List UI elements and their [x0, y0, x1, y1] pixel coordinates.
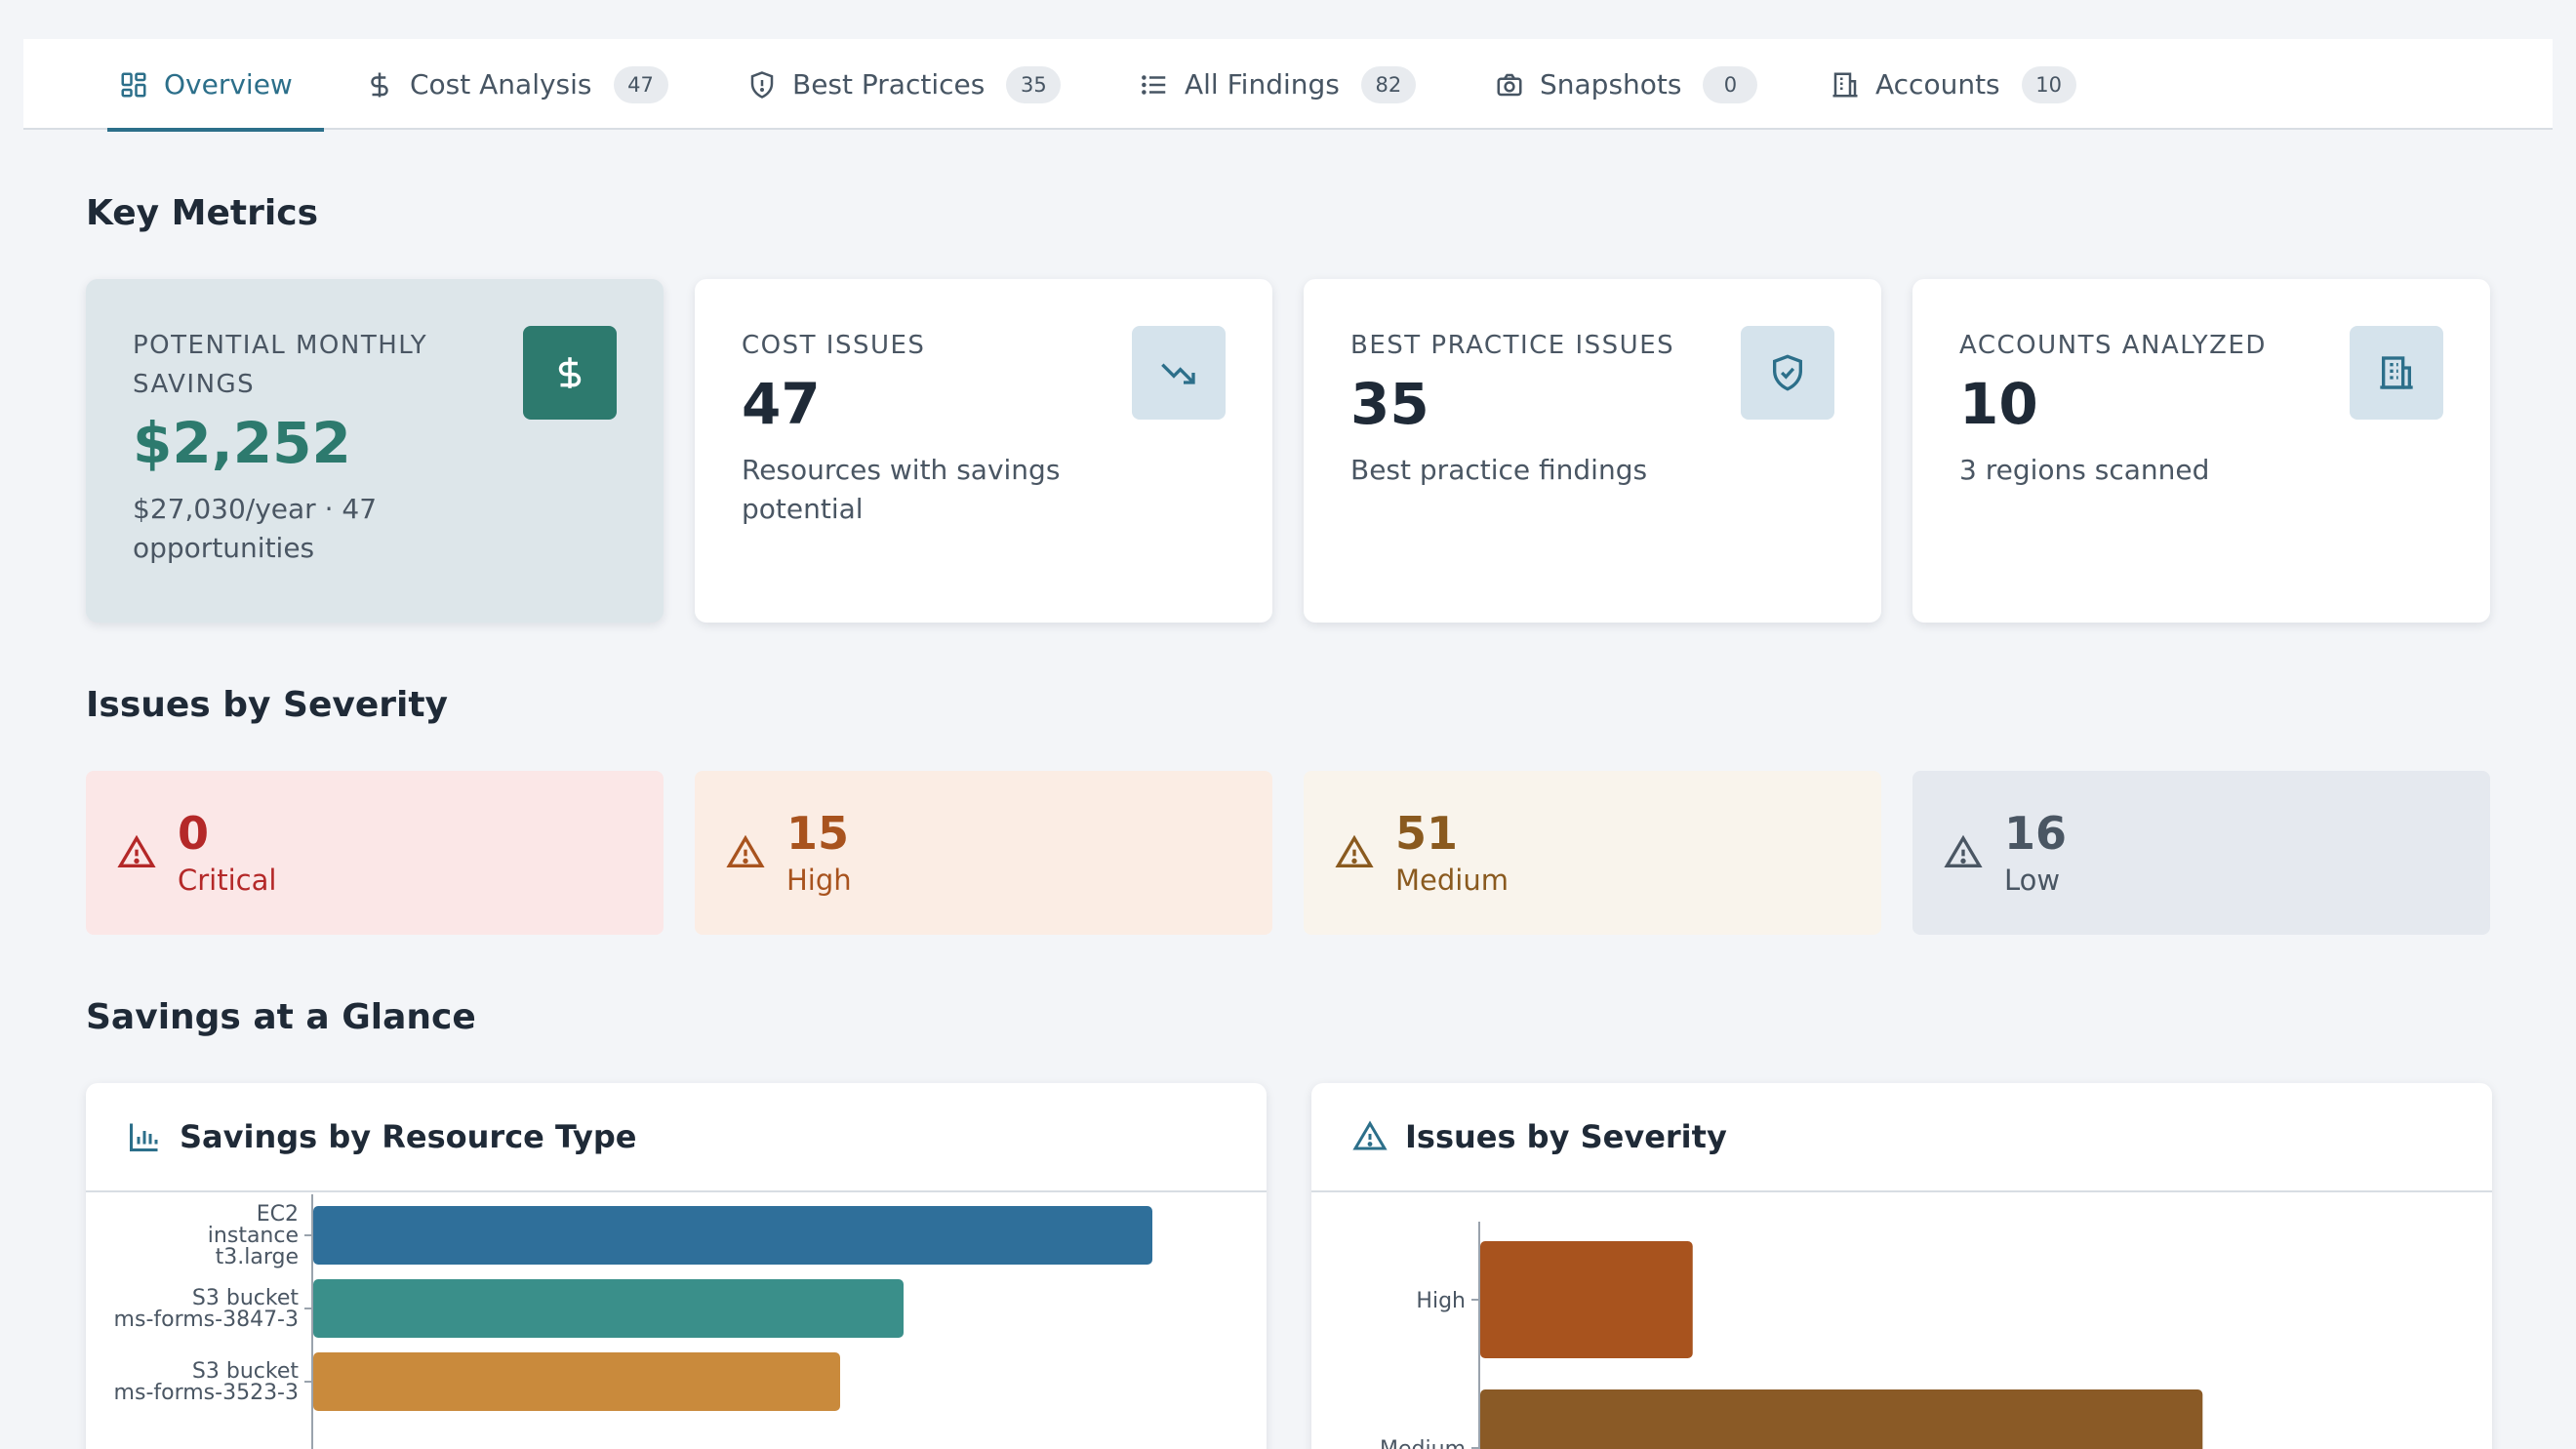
tab-overview[interactable]: Overview [107, 39, 324, 132]
metric-label: ACCOUNTS ANALYZED [1959, 331, 2267, 360]
warning-icon [724, 831, 767, 874]
tab-badge: 35 [1006, 65, 1062, 103]
warning-icon [115, 831, 158, 874]
metric-card-savings: POTENTIAL MONTHLY SAVINGS $2,252 $27,030… [86, 279, 664, 623]
panel-savings-by-resource-type: Savings by Resource Type EC2 instance t3.l… [86, 1083, 1267, 1449]
severity-card-critical[interactable]: 0 Critical [86, 771, 664, 935]
severity-card-high[interactable]: 15 High [695, 771, 1272, 935]
tab-label: Cost Analysis [410, 68, 592, 101]
trending-down-icon [1132, 326, 1226, 420]
severity-card-medium[interactable]: 51 Medium [1304, 771, 1881, 935]
tab-badge: 47 [613, 65, 668, 103]
tab-label: Accounts [1875, 68, 2000, 101]
tab-snapshots[interactable]: Snapshots 0 [1493, 39, 1758, 130]
panel-title: Savings by Resource Type [180, 1118, 637, 1155]
dollar-icon [363, 68, 396, 101]
metric-value: 35 [1350, 371, 1429, 437]
dashboard-icon [117, 68, 150, 101]
tick-label: EC2 [257, 1202, 299, 1227]
tab-accounts[interactable]: Accounts 10 [1829, 39, 2076, 130]
panel-issues-by-severity: Issues by Severity High Medium [1311, 1083, 2492, 1449]
warning-icon [1350, 1117, 1389, 1156]
severity-label: High [786, 864, 852, 897]
severity-bar-chart: High Medium [1380, 1222, 2203, 1449]
tab-badge: 0 [1703, 65, 1758, 103]
severity-card-low[interactable]: 16 Low [1912, 771, 2490, 935]
section-title-key-metrics: Key Metrics [86, 193, 318, 233]
shield-icon [745, 68, 779, 101]
warning-icon [1333, 831, 1376, 874]
tab-label: Overview [164, 68, 293, 101]
metric-label: COST ISSUES [742, 331, 926, 360]
section-title-savings-glance: Savings at a Glance [86, 997, 476, 1037]
tick-label: S3 bucket [192, 1286, 299, 1310]
bar [313, 1279, 904, 1338]
tab-best-practices[interactable]: Best Practices 35 [745, 39, 1062, 130]
bar [1480, 1241, 1693, 1358]
metric-subtext: Resources with savings potential [742, 454, 1061, 525]
metric-value: $2,252 [133, 410, 351, 476]
tick-label: ms-forms-3523-3 [114, 1381, 299, 1405]
tab-label: Snapshots [1540, 68, 1682, 101]
tab-bar: Overview Cost Analysis 47 Best Practices… [23, 39, 2553, 132]
metric-subtext: 3 regions scanned [1959, 454, 2210, 486]
bar [313, 1206, 1152, 1265]
bar-chart-icon [125, 1117, 164, 1156]
tab-label: All Findings [1185, 68, 1340, 101]
tab-all-findings[interactable]: All Findings 82 [1138, 39, 1416, 130]
tick-label: ms-forms-3847-3 [114, 1308, 299, 1332]
bar [1480, 1389, 2203, 1449]
severity-label: Critical [178, 864, 277, 897]
shield-check-icon [1741, 326, 1834, 420]
severity-label: Low [2004, 864, 2061, 897]
tick-label: Medium [1380, 1437, 1466, 1449]
severity-count: 0 [178, 807, 210, 860]
metric-card-cost-issues: COST ISSUES 47 Resources with savings po… [695, 279, 1272, 623]
metric-value: 10 [1959, 371, 2038, 437]
tab-cost-analysis[interactable]: Cost Analysis 47 [363, 39, 668, 130]
tick-label: High [1416, 1289, 1466, 1313]
severity-count: 51 [1395, 807, 1459, 860]
metric-label: BEST PRACTICE ISSUES [1350, 331, 1675, 360]
list-icon [1138, 68, 1171, 101]
severity-label: Medium [1395, 864, 1509, 897]
tab-badge: 82 [1360, 65, 1416, 103]
warning-icon [1942, 831, 1985, 874]
building-icon [2350, 326, 2443, 420]
metric-subtext: $27,030/year · 47 opportunities [133, 493, 378, 564]
severity-count: 15 [786, 807, 850, 860]
panel-header: Issues by Severity [1311, 1083, 2492, 1192]
tick-label: t3.large [216, 1245, 299, 1269]
panel-title: Issues by Severity [1405, 1118, 1727, 1155]
tab-badge: 10 [2021, 65, 2076, 103]
metric-subtext: Best practice findings [1350, 454, 1648, 486]
metric-label: POTENTIAL MONTHLY SAVINGS [133, 331, 428, 399]
metric-card-accounts: ACCOUNTS ANALYZED 10 3 regions scanned [1912, 279, 2490, 623]
metric-value: 47 [742, 371, 821, 437]
tick-label: instance [208, 1224, 299, 1248]
dollar-icon [523, 326, 617, 420]
tab-label: Best Practices [792, 68, 986, 101]
metric-card-best-practice-issues: BEST PRACTICE ISSUES 35 Best practice fi… [1304, 279, 1881, 623]
camera-icon [1493, 68, 1526, 101]
severity-count: 16 [2004, 807, 2068, 860]
building-icon [1829, 68, 1862, 101]
section-title-issues-by-severity: Issues by Severity [86, 685, 449, 725]
tick-label: S3 bucket [192, 1359, 299, 1384]
bar [313, 1352, 840, 1411]
panel-header: Savings by Resource Type [86, 1083, 1267, 1192]
